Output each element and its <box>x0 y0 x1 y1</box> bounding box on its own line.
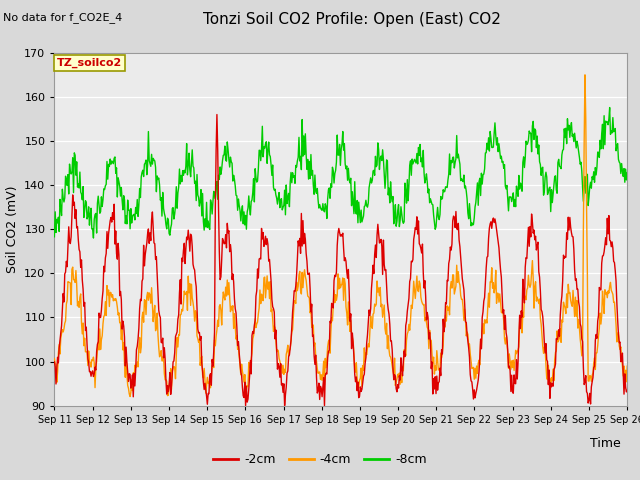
Y-axis label: Soil CO2 (mV): Soil CO2 (mV) <box>6 185 19 273</box>
Text: Time: Time <box>590 437 621 450</box>
Text: TZ_soilco2: TZ_soilco2 <box>57 58 122 68</box>
Legend: -2cm, -4cm, -8cm: -2cm, -4cm, -8cm <box>208 448 432 471</box>
Text: Tonzi Soil CO2 Profile: Open (East) CO2: Tonzi Soil CO2 Profile: Open (East) CO2 <box>203 12 501 27</box>
Text: No data for f_CO2E_4: No data for f_CO2E_4 <box>3 12 122 23</box>
